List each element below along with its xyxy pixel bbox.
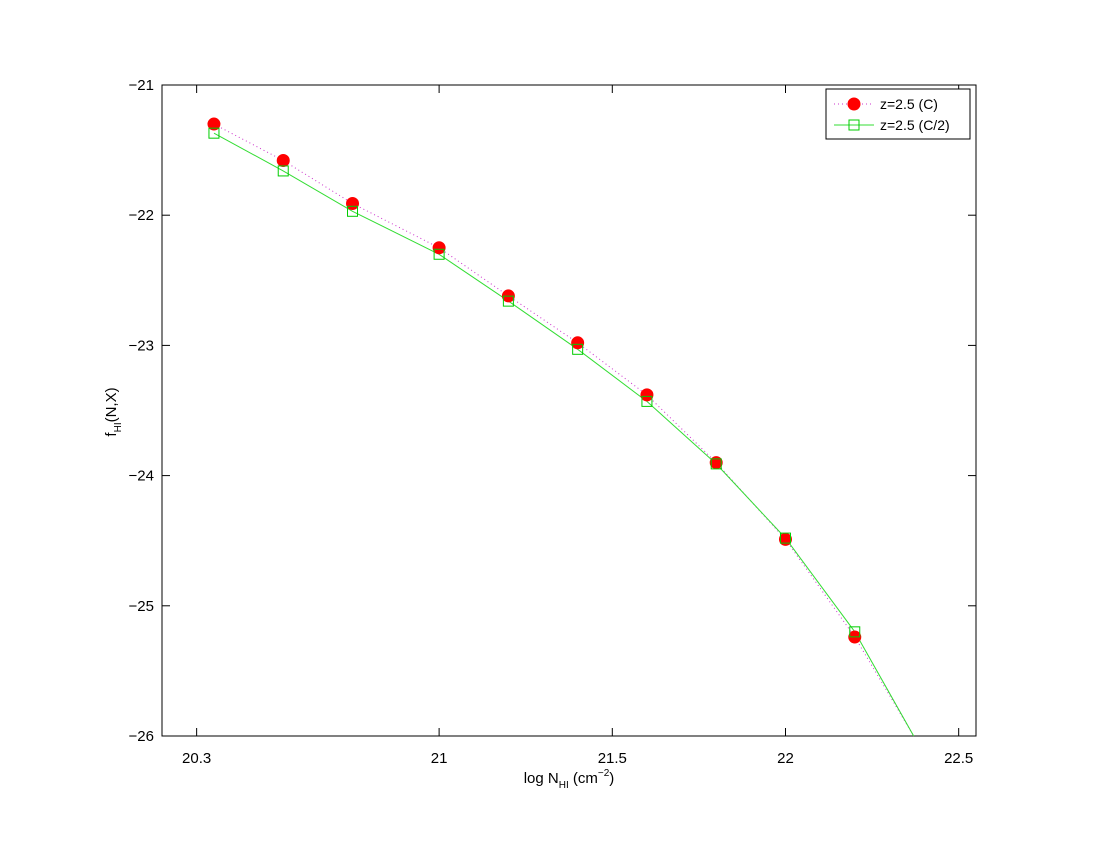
legend-label-series-2: z=2.5 (C/2) [880, 117, 950, 133]
series-2-point [572, 343, 584, 355]
series-1-point [640, 388, 654, 402]
y-axis-label-main: f [103, 432, 120, 437]
axis-ticks: 20.3 21 21.5 22 22.5 −21 −22 −23 −24 −25 −26 [129, 77, 976, 767]
series-layer [207, 117, 915, 737]
series-2-point [347, 205, 359, 217]
axes-box [161, 84, 977, 737]
series-2-point [277, 165, 289, 177]
x-tick-label: 20.3 [182, 750, 211, 767]
x-axis-label-close: ) [609, 770, 614, 787]
series-1-point [276, 154, 290, 168]
series-1-point [207, 117, 221, 131]
series-2-point [433, 248, 445, 260]
y-tick-label: −25 [129, 598, 154, 615]
y-tick-label: −23 [129, 337, 154, 354]
series-2-point [710, 458, 722, 470]
series-2-point [641, 395, 653, 407]
x-axis-label: log NHI (cm−2) [524, 768, 615, 791]
y-axis-label-subscript: HI [113, 422, 124, 432]
y-axis-label-rest: (N,X) [103, 387, 120, 422]
x-axis-label-main: log N [524, 770, 559, 787]
legend-marker-series-1 [847, 97, 861, 111]
series-1-point [432, 241, 446, 255]
series-2-point [779, 532, 791, 544]
series-1-point [778, 532, 792, 546]
series-1-point [571, 336, 585, 350]
x-tick-label: 21 [431, 750, 448, 767]
x-tick-label: 22.5 [944, 750, 973, 767]
legend-box [825, 88, 971, 140]
series-2-point [849, 626, 861, 638]
x-tick-label: 22 [777, 750, 794, 767]
series-2-point [208, 127, 220, 139]
series-2-point [502, 295, 514, 307]
plot-area: 20.3 21 21.5 22 22.5 −21 −22 −23 −24 −25 −26 [129, 77, 977, 767]
y-tick-label: −22 [129, 207, 154, 224]
series-1-line [213, 123, 915, 737]
y-axis-label: fHI(N,X) [103, 387, 124, 436]
y-tick-label: −24 [129, 468, 154, 485]
series-1-point [346, 196, 360, 210]
x-axis-label-superscript: −2 [598, 768, 610, 779]
x-axis-label-subscript: HI [559, 780, 569, 791]
x-tick-label: 21.5 [598, 750, 627, 767]
legend-label-series-1: z=2.5 (C) [880, 96, 938, 112]
legend-marker-series-2 [848, 119, 860, 131]
y-tick-label: −21 [129, 77, 154, 94]
legend: z=2.5 (C) z=2.5 (C/2) [825, 88, 971, 140]
series-1-point [709, 456, 723, 470]
y-tick-label: −26 [129, 728, 154, 745]
x-axis-label-unit: (cm [569, 770, 598, 787]
series-2-line [213, 132, 915, 737]
